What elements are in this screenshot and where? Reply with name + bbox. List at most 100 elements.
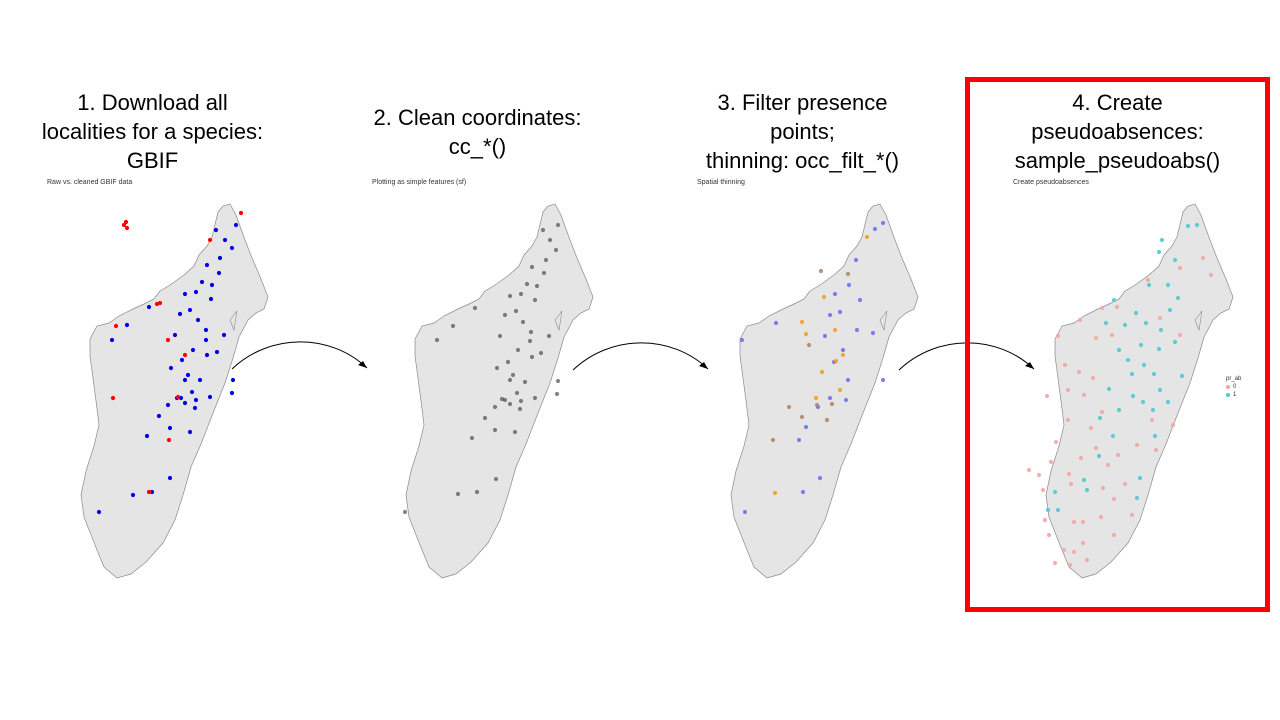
clean-point bbox=[149, 489, 155, 495]
absence-point bbox=[1093, 445, 1099, 451]
absence-point bbox=[1170, 422, 1176, 428]
occurrence-point bbox=[434, 337, 440, 343]
occurrence-point bbox=[514, 390, 520, 396]
presence-point bbox=[1045, 507, 1051, 513]
presence-point bbox=[1110, 433, 1116, 439]
legend-title: pr_ab bbox=[1226, 376, 1242, 382]
clean-point bbox=[179, 357, 185, 363]
absence-point bbox=[1177, 265, 1183, 271]
absence-point bbox=[1076, 369, 1082, 375]
raw-point bbox=[110, 395, 116, 401]
step-1-title-line-2: localities for a species: bbox=[41, 119, 264, 144]
thinned-point-orange bbox=[821, 294, 827, 300]
occurrence-point bbox=[502, 312, 508, 318]
presence-point bbox=[1081, 477, 1087, 483]
clean-point bbox=[209, 282, 215, 288]
absence-point bbox=[1081, 392, 1087, 398]
occurrence-point bbox=[455, 491, 461, 497]
occurrence-point bbox=[494, 365, 500, 371]
presence-point bbox=[1150, 407, 1156, 413]
clean-point bbox=[203, 327, 209, 333]
absence-point bbox=[1080, 540, 1086, 546]
occurrence-point bbox=[527, 338, 533, 344]
absence-point bbox=[1134, 442, 1140, 448]
absence-point bbox=[1109, 332, 1115, 338]
clean-point bbox=[156, 413, 162, 419]
absence-point bbox=[1071, 549, 1077, 555]
thinned-point bbox=[846, 282, 852, 288]
thinned-point bbox=[773, 320, 779, 326]
legend-item-presence: 1 bbox=[1226, 392, 1241, 398]
clean-point bbox=[221, 332, 227, 338]
arrow-1 bbox=[231, 341, 368, 370]
occurrence-point bbox=[497, 333, 503, 339]
thinned-point bbox=[832, 291, 838, 297]
presence-point bbox=[1179, 373, 1185, 379]
absence-point bbox=[1055, 333, 1061, 339]
presence-point bbox=[1152, 433, 1158, 439]
thinned-point bbox=[827, 312, 833, 318]
occurrence-point bbox=[505, 359, 511, 365]
raw-point bbox=[165, 337, 171, 343]
presence-point bbox=[1175, 295, 1181, 301]
thinned-point-brown bbox=[829, 401, 835, 407]
panel-1: 1. Download all localities for a species… bbox=[20, 0, 285, 720]
clean-point bbox=[229, 390, 235, 396]
absence-point bbox=[1105, 462, 1111, 468]
thinned-point bbox=[822, 333, 828, 339]
presence-point bbox=[1143, 320, 1149, 326]
step-3-title-line-3: thinning: occ_filt_*() bbox=[705, 148, 900, 173]
step-2-title-line-1: 2. Clean coordinates: bbox=[373, 105, 582, 130]
step-4-title-line-1: 4. Create bbox=[1072, 90, 1163, 115]
presence-point bbox=[1134, 495, 1140, 501]
clean-point bbox=[146, 304, 152, 310]
occurrence-point bbox=[512, 429, 518, 435]
presence-point bbox=[1111, 297, 1117, 303]
thinned-point-brown bbox=[770, 437, 776, 443]
clean-point bbox=[230, 377, 236, 383]
step-3-title-line-1: 3. Filter presence bbox=[717, 90, 888, 115]
absence-point bbox=[1088, 425, 1094, 431]
legend-item-absence: 0 bbox=[1226, 384, 1241, 390]
clean-point bbox=[222, 237, 228, 243]
presence-point bbox=[1156, 346, 1162, 352]
clean-point bbox=[177, 311, 183, 317]
presence-point bbox=[1055, 507, 1061, 513]
island-shape bbox=[405, 203, 594, 579]
presence-point bbox=[1141, 362, 1147, 368]
absence-point bbox=[1062, 362, 1068, 368]
clean-point bbox=[182, 377, 188, 383]
occurrence-point bbox=[547, 237, 553, 243]
occurrence-point bbox=[507, 401, 513, 407]
presence-point bbox=[1172, 339, 1178, 345]
presence-point bbox=[1106, 386, 1112, 392]
presence-point bbox=[1129, 371, 1135, 377]
thinned-point-orange bbox=[813, 395, 819, 401]
clean-point bbox=[229, 245, 235, 251]
presence-point bbox=[1130, 393, 1136, 399]
raw-point bbox=[113, 323, 119, 329]
thinned-point bbox=[880, 220, 886, 226]
presence-point bbox=[1137, 475, 1143, 481]
arrow-2 bbox=[572, 342, 709, 371]
occurrence-point bbox=[529, 354, 535, 360]
occurrence-point bbox=[513, 308, 519, 314]
clean-point bbox=[203, 337, 209, 343]
island-shape bbox=[730, 203, 919, 579]
clean-point bbox=[187, 429, 193, 435]
clean-point bbox=[199, 279, 205, 285]
presence-point bbox=[1116, 407, 1122, 413]
occurrence-point bbox=[520, 319, 526, 325]
absence-point bbox=[1080, 519, 1086, 525]
legend-swatch-presence bbox=[1226, 393, 1230, 397]
map-panel-2 bbox=[402, 203, 594, 579]
clean-point bbox=[190, 347, 196, 353]
thinned-point-orange bbox=[819, 369, 825, 375]
thinned-point-brown bbox=[814, 402, 820, 408]
clean-point bbox=[185, 372, 191, 378]
clean-point bbox=[144, 433, 150, 439]
thinned-point-orange bbox=[832, 327, 838, 333]
presence-point bbox=[1158, 327, 1164, 333]
thinned-point bbox=[742, 509, 748, 515]
presence-point bbox=[1084, 487, 1090, 493]
